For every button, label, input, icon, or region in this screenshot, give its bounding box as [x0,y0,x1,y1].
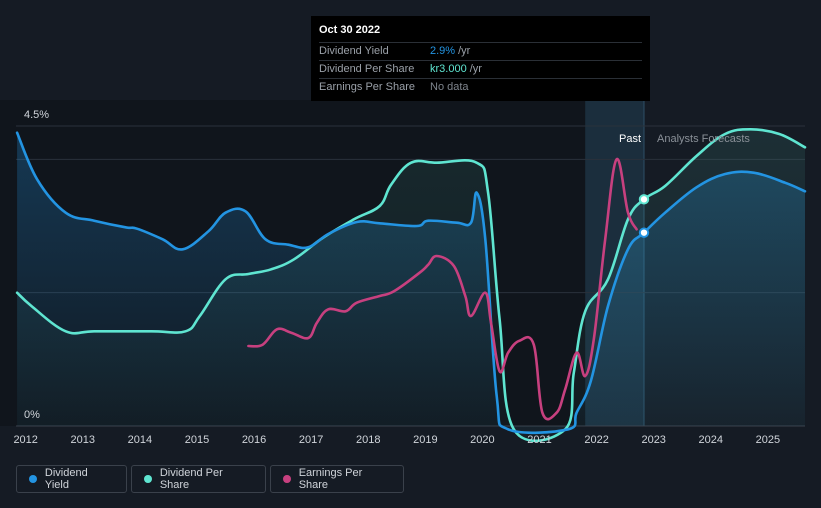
x-tick-label: 2018 [356,434,380,446]
tooltip-suffix: /yr [469,63,482,75]
x-tick-label: 2013 [71,434,95,446]
x-tick-label: 2023 [641,434,665,446]
x-tick-label: 2025 [756,434,780,446]
tooltip-value: kr3.000 [430,63,467,75]
tooltip-label: Dividend Yield [319,45,389,57]
x-tick-label: 2022 [584,434,608,446]
legend-dot-icon [144,475,152,483]
tooltip-row-earnings-per-share: Earnings Per Share No data [319,78,642,96]
legend-label: Dividend Yield [44,467,88,491]
legend-label: Dividend Per Share [159,467,223,491]
legend-label: Earnings Per Share [298,467,363,491]
tooltip-label: Earnings Per Share [319,81,415,93]
y-tick-label-zero: 0% [24,409,40,421]
tooltip-value: 2.9% [430,45,456,57]
tooltip-label: Dividend Per Share [319,63,415,75]
x-tick-label: 2017 [299,434,323,446]
tooltip-value: No data [430,81,469,93]
x-tick-label: 2021 [527,434,551,446]
x-tick-label: 2014 [128,434,152,446]
tooltip-row-dividend-per-share: Dividend Per Share kr3.000/yr [319,60,642,78]
series-line-earnings-per-share [247,157,638,421]
tooltip-date: Oct 30 2022 [319,24,381,36]
x-tick-label: 2020 [470,434,494,446]
legend-item-earnings-per-share[interactable]: Earnings Per Share [270,465,404,493]
x-tick-label: 2016 [242,434,266,446]
forecast-region-label: Analysts Forecasts [657,133,750,145]
series-layer [15,127,807,443]
data-tooltip: Oct 30 2022 Dividend Yield 2.9%/yr Divid… [311,16,650,101]
past-region-label: Past [619,133,641,145]
x-tick-label: 2015 [185,434,209,446]
series-line-dividend-per-share [15,127,807,443]
legend-dot-icon [283,475,291,483]
current-value-marker [638,194,650,205]
x-tick-label: 2012 [13,434,37,446]
series-area-dividend-per-share [17,129,806,441]
tooltip-suffix: /yr [458,45,471,57]
x-tick-label: 2019 [413,434,437,446]
legend-item-dividend-yield[interactable]: Dividend Yield [16,465,127,493]
legend-item-dividend-per-share[interactable]: Dividend Per Share [131,465,266,493]
y-tick-label-max: 4.5% [24,109,49,121]
x-axis: 2012 2013 2014 2015 2016 2017 2018 2019 2020 2021… [13,434,780,446]
legend-dot-icon [29,475,37,483]
current-value-marker [638,227,650,238]
tooltip-row-dividend-yield: Dividend Yield 2.9%/yr [319,42,642,60]
x-tick-label: 2024 [699,434,723,446]
